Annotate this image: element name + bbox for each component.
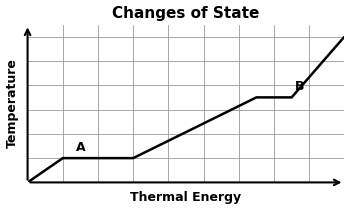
Text: B: B	[295, 80, 304, 93]
Text: A: A	[76, 141, 85, 154]
X-axis label: Thermal Energy: Thermal Energy	[131, 192, 242, 205]
Title: Changes of State: Changes of State	[112, 5, 260, 21]
Y-axis label: Temperature: Temperature	[6, 59, 19, 148]
